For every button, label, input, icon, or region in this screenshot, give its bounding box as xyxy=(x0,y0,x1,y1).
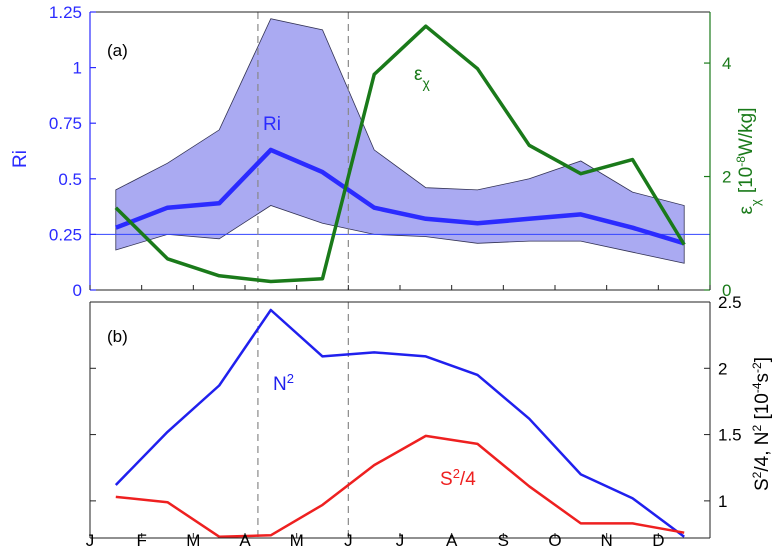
month-label: M xyxy=(186,531,200,546)
stratification-axis-label: S2/4, N2 [10-4s-2] xyxy=(750,357,773,491)
b-tick-label: 1.5 xyxy=(718,426,742,445)
ri-series-label: Ri xyxy=(263,114,281,135)
month-label: J xyxy=(396,531,405,546)
b-tick-label: 1 xyxy=(718,492,727,511)
epsilon-tick-label: 0 xyxy=(722,281,731,300)
label-part: N xyxy=(273,374,287,395)
b-tick-label: 2 xyxy=(718,359,727,378)
label-part: [10 xyxy=(736,167,757,193)
label-part: 2 xyxy=(287,371,294,386)
epsilon-chi-line xyxy=(114,24,686,284)
b-tick-label: 2.5 xyxy=(718,293,742,312)
epsilon-tick-label: 2 xyxy=(722,168,731,187)
label-part: -8 xyxy=(734,156,748,167)
panel-label-a: (a) xyxy=(107,41,128,60)
ri-tick-label: 0.75 xyxy=(49,114,82,133)
label-part: s xyxy=(752,373,773,383)
label-part: ] xyxy=(752,357,773,362)
ri-axis-label: Ri xyxy=(10,150,31,168)
n2-line xyxy=(114,308,685,538)
label-part: 2 xyxy=(453,466,460,481)
month-label: J xyxy=(86,531,95,546)
label-part: χ xyxy=(748,199,763,206)
s2-over-4-line xyxy=(115,434,685,538)
ri-tick-label: 0.5 xyxy=(58,170,82,189)
month-label: D xyxy=(652,531,664,546)
ri-tick-label: 1 xyxy=(73,59,82,78)
label-part: W/kg] xyxy=(736,108,757,157)
month-label: O xyxy=(548,531,561,546)
ri-tick-label: 1.25 xyxy=(49,3,82,22)
month-label: A xyxy=(446,531,458,546)
s2-series-label: S2/4 xyxy=(440,466,476,491)
label-part: S xyxy=(752,478,773,491)
label-part: 2 xyxy=(750,471,764,478)
epsilon-axis-label: εχ [10-8W/kg] xyxy=(734,108,763,215)
n2-series-label: N2 xyxy=(273,371,294,396)
label-part: χ xyxy=(422,75,430,91)
month-label: M xyxy=(290,531,304,546)
label-part: /4 xyxy=(460,469,476,490)
month-label: S xyxy=(498,531,509,546)
label-part: S xyxy=(440,469,453,490)
ri-line xyxy=(114,147,685,246)
ri-range-band xyxy=(115,18,685,264)
label-part: 2 xyxy=(750,425,764,432)
ri-tick-label: 0 xyxy=(73,281,82,300)
panel-a-ri-epsilon: 00.250.50.7511.25024Riεχ[10-8W/kg](a)Riε… xyxy=(10,3,763,300)
label-part: -2 xyxy=(750,362,764,373)
label-part: [10 xyxy=(752,393,773,425)
label-part: -4 xyxy=(750,382,764,393)
epsilon-series-label: εχ xyxy=(414,64,430,91)
label-part: ε xyxy=(736,205,757,214)
ri-tick-label: 0.25 xyxy=(49,225,82,244)
epsilon-tick-label: 4 xyxy=(722,54,731,73)
panel-label-b: (b) xyxy=(107,327,128,346)
month-label: J xyxy=(344,531,353,546)
month-label: N xyxy=(601,531,613,546)
month-label: F xyxy=(136,531,146,546)
label-part: /4, N xyxy=(752,432,773,472)
panel-b-stratification-shear: 11.522.5J F M A M J J A S O N DS2/4, N2 [10-4s-2](b… xyxy=(86,293,773,546)
month-label: A xyxy=(239,531,251,546)
label-part: ε xyxy=(414,64,423,85)
